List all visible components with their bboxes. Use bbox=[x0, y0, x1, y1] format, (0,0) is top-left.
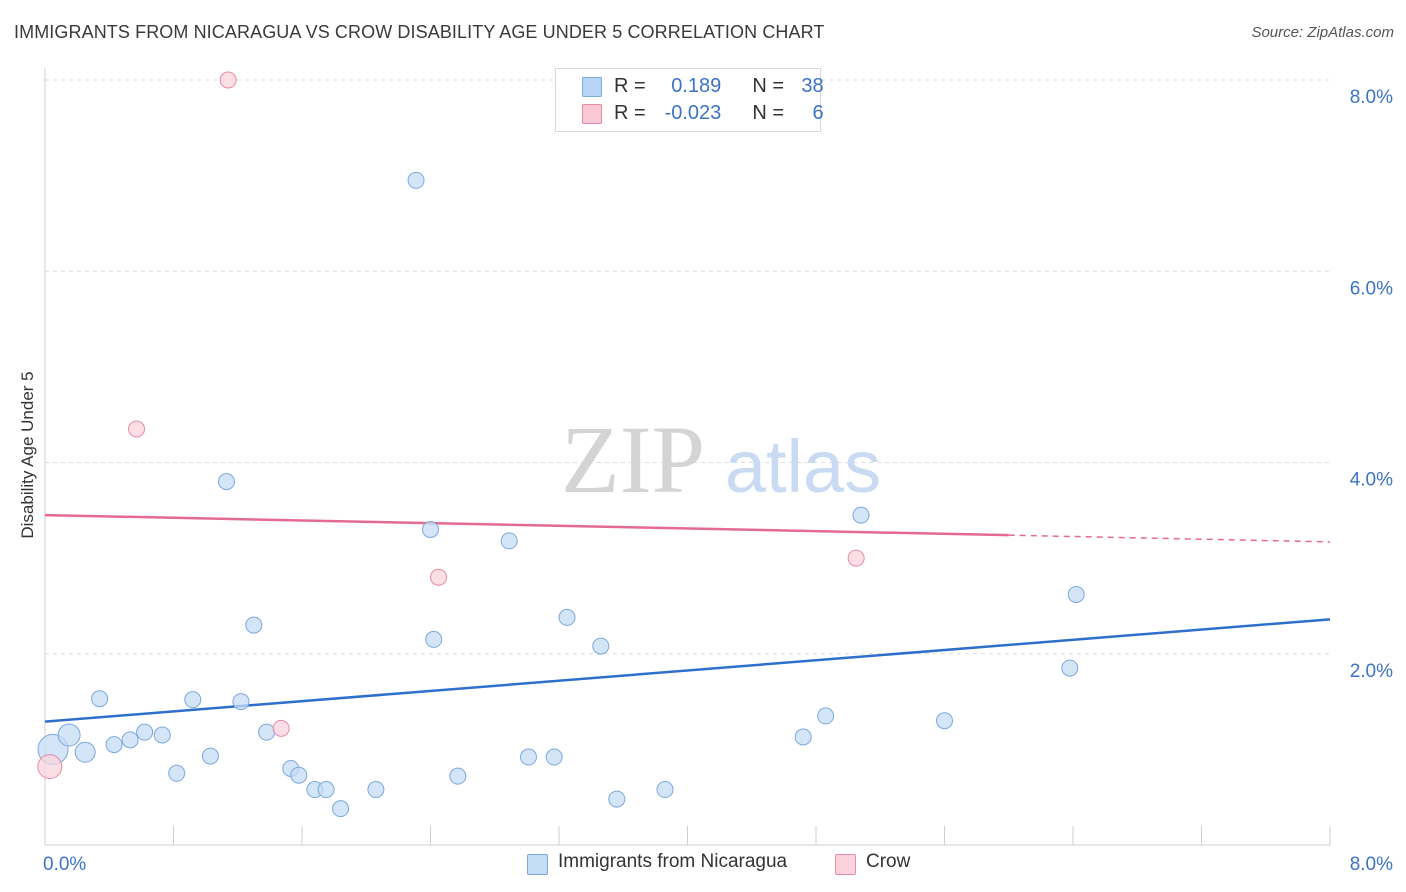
point-nicaragua bbox=[218, 473, 236, 491]
correlation-legend: R = 0.189 N = 38 R = -0.023 N = 6 bbox=[555, 68, 824, 132]
bottom-legend-label: Crow bbox=[866, 851, 911, 872]
source-label: Source: ZipAtlas.com bbox=[1251, 24, 1394, 41]
point-nicaragua bbox=[184, 691, 202, 709]
point-crow bbox=[272, 719, 290, 737]
legend-n-value: 38 bbox=[801, 75, 824, 97]
point-nicaragua bbox=[105, 736, 123, 754]
legend-row-crow: R = -0.023 N = 6 bbox=[614, 102, 824, 126]
chart-title: IMMIGRANTS FROM NICARAGUA VS CROW DISABI… bbox=[14, 22, 825, 42]
y-axis-label: Disability Age Under 5 bbox=[18, 371, 37, 539]
watermark-zip: ZIP bbox=[561, 406, 705, 513]
point-crow bbox=[128, 420, 146, 438]
point-nicaragua bbox=[608, 790, 626, 808]
x-tick-label: 0.0% bbox=[43, 854, 86, 875]
point-nicaragua bbox=[656, 781, 674, 799]
data-points bbox=[37, 71, 1085, 818]
point-nicaragua bbox=[168, 764, 186, 782]
point-nicaragua bbox=[201, 747, 219, 765]
bottom-legend-label: Immigrants from Nicaragua bbox=[558, 851, 788, 872]
point-nicaragua bbox=[817, 707, 835, 725]
point-nicaragua bbox=[258, 723, 276, 741]
axes bbox=[44, 68, 1331, 846]
legend-n-label: N = bbox=[752, 75, 785, 97]
point-nicaragua bbox=[1067, 585, 1085, 603]
point-nicaragua bbox=[500, 532, 518, 550]
y-tick-label: 2.0% bbox=[1350, 661, 1393, 682]
point-nicaragua bbox=[91, 690, 109, 708]
point-crow bbox=[430, 568, 448, 586]
point-crow bbox=[219, 71, 237, 89]
tick-labels: 2.0% 4.0% 6.0% 8.0% 0.0% 8.0% bbox=[43, 87, 1393, 875]
point-nicaragua bbox=[545, 748, 563, 766]
watermark-atlas: atlas bbox=[725, 425, 881, 508]
point-nicaragua bbox=[794, 728, 812, 746]
point-nicaragua bbox=[558, 608, 576, 626]
point-crow bbox=[37, 754, 63, 780]
point-nicaragua bbox=[290, 766, 308, 784]
point-nicaragua bbox=[121, 731, 139, 749]
x-tick-label: 8.0% bbox=[1350, 854, 1393, 875]
point-nicaragua bbox=[936, 712, 953, 730]
trend-line-extension bbox=[1008, 534, 1331, 543]
point-nicaragua bbox=[57, 723, 81, 747]
legend-r-value: 0.189 bbox=[671, 75, 722, 97]
point-nicaragua bbox=[449, 767, 467, 785]
bottom-legend-swatch bbox=[527, 854, 548, 875]
legend-r-label: R = bbox=[614, 102, 646, 124]
point-nicaragua bbox=[407, 171, 425, 189]
point-nicaragua bbox=[367, 781, 385, 799]
legend-row-nicaragua: R = 0.189 N = 38 bbox=[614, 75, 824, 99]
trend-line bbox=[44, 513, 1009, 537]
point-nicaragua bbox=[852, 506, 870, 524]
trend-line bbox=[44, 618, 1331, 723]
point-nicaragua bbox=[332, 800, 350, 818]
point-nicaragua bbox=[425, 630, 443, 648]
point-nicaragua bbox=[245, 616, 263, 634]
y-tick-label: 8.0% bbox=[1350, 87, 1393, 108]
legend-r-label: R = bbox=[614, 75, 646, 97]
legend-n-label: N = bbox=[752, 102, 785, 124]
grid-lines bbox=[45, 79, 1330, 655]
bottom-legend-swatch bbox=[835, 854, 856, 875]
point-nicaragua bbox=[232, 693, 250, 711]
legend-swatch-crow bbox=[582, 104, 602, 124]
point-nicaragua bbox=[153, 726, 171, 744]
point-nicaragua bbox=[519, 748, 537, 766]
point-nicaragua bbox=[317, 781, 335, 799]
legend-swatch-nicaragua bbox=[582, 77, 602, 97]
point-nicaragua bbox=[592, 637, 610, 655]
point-nicaragua bbox=[422, 520, 439, 538]
point-nicaragua bbox=[136, 723, 154, 741]
legend-n-value: 6 bbox=[812, 102, 824, 124]
point-nicaragua bbox=[1061, 659, 1079, 677]
y-tick-label: 4.0% bbox=[1350, 470, 1393, 491]
legend-r-value: -0.023 bbox=[664, 102, 722, 124]
point-nicaragua bbox=[74, 741, 96, 763]
trend-lines bbox=[44, 513, 1331, 723]
point-crow bbox=[847, 549, 865, 567]
y-tick-label: 6.0% bbox=[1350, 278, 1393, 299]
